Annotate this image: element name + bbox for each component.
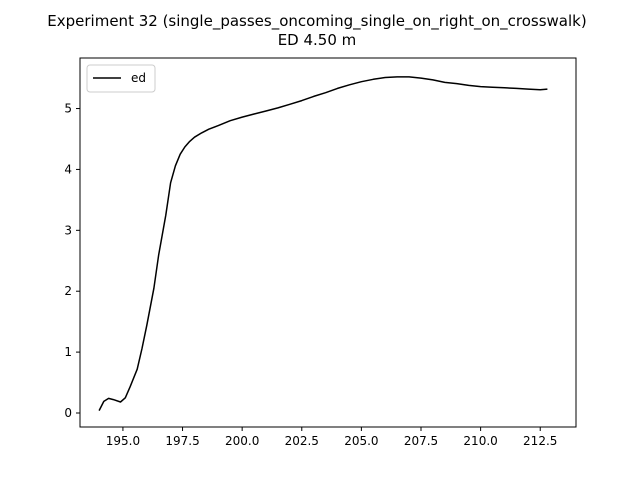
y-tick-label: 4 — [64, 162, 72, 176]
x-tick-label: 202.5 — [285, 434, 319, 448]
series-line-ed — [98, 76, 548, 411]
x-tick-label: 197.5 — [165, 434, 199, 448]
y-tick-label: 2 — [64, 284, 72, 298]
plot-frame — [79, 57, 577, 428]
x-axis-ticks: 195.0 197.5 200.0 202.5 205.0 207.5 210.0 212.5 — [106, 427, 557, 448]
x-tick-label: 200.0 — [225, 434, 259, 448]
y-tick-label: 1 — [64, 345, 72, 359]
chart-subtitle: ED 4.50 m — [278, 31, 357, 49]
chart-title: Experiment 32 (single_passes_oncoming_si… — [47, 12, 586, 31]
x-tick-label: 212.5 — [523, 434, 557, 448]
legend-label-ed: ed — [131, 71, 146, 85]
series-layer — [98, 76, 548, 411]
x-tick-label: 195.0 — [106, 434, 140, 448]
x-tick-label: 210.0 — [463, 434, 497, 448]
y-axis-ticks: 0 1 2 3 4 5 — [64, 102, 80, 420]
y-tick-label: 5 — [64, 102, 72, 116]
x-tick-label: 205.0 — [344, 434, 378, 448]
x-tick-label: 207.5 — [404, 434, 438, 448]
plot-area — [80, 58, 576, 427]
y-tick-label: 3 — [64, 223, 72, 237]
legend: ed — [86, 64, 156, 93]
y-tick-label: 0 — [64, 406, 72, 420]
